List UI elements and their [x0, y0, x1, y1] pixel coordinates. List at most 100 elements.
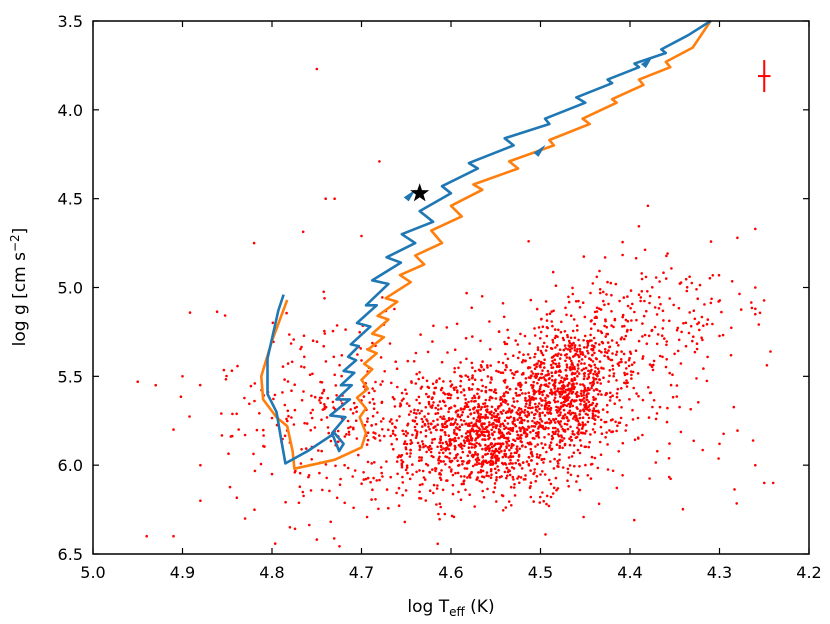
- y-axis-label: log g [cm s−2]: [8, 228, 30, 347]
- data-point: [540, 442, 543, 445]
- data-point: [551, 270, 555, 274]
- data-point: [624, 334, 628, 338]
- data-point: [286, 380, 290, 383]
- data-point: [581, 353, 585, 356]
- data-point: [451, 483, 455, 487]
- data-point: [545, 334, 549, 338]
- data-point: [544, 421, 547, 425]
- data-point: [593, 370, 597, 373]
- data-point: [532, 398, 535, 401]
- data-point: [377, 507, 380, 511]
- data-point: [516, 412, 520, 416]
- data-point: [445, 442, 449, 446]
- data-point: [486, 487, 489, 491]
- data-point: [395, 491, 398, 495]
- data-point: [701, 448, 704, 452]
- data-point: [506, 422, 510, 425]
- data-point: [459, 475, 463, 478]
- data-point: [625, 367, 628, 370]
- data-point: [554, 370, 558, 373]
- data-point: [606, 468, 610, 471]
- data-point: [538, 413, 541, 417]
- data-point: [690, 281, 694, 285]
- data-point: [568, 437, 571, 441]
- data-point: [477, 462, 481, 465]
- data-point: [372, 407, 376, 411]
- data-point: [758, 311, 762, 315]
- data-point: [624, 318, 628, 322]
- data-point: [499, 396, 503, 399]
- data-point: [483, 422, 486, 425]
- data-point: [579, 383, 582, 386]
- data-point: [615, 353, 618, 356]
- data-point: [570, 438, 574, 442]
- data-point: [519, 440, 522, 443]
- data-point: [428, 427, 431, 431]
- data-point: [528, 486, 532, 490]
- data-point: [584, 355, 587, 358]
- data-point: [596, 381, 599, 384]
- data-point: [486, 445, 489, 449]
- data-point: [553, 387, 556, 390]
- data-point: [570, 359, 573, 363]
- data-point: [571, 367, 574, 371]
- data-point: [590, 344, 594, 347]
- data-point: [529, 374, 533, 378]
- data-point: [544, 349, 548, 352]
- data-point: [562, 408, 566, 412]
- data-point: [597, 393, 600, 396]
- data-point: [481, 463, 485, 466]
- data-point: [419, 445, 422, 449]
- data-point: [511, 404, 514, 408]
- data-point: [751, 439, 755, 442]
- data-point: [538, 421, 541, 425]
- data-point: [512, 397, 515, 400]
- axis-ticks: 5.0 4.9 4.8 4.7 4.6 4.5 4.4 4.3 4.23.54.04.55.05…: [58, 12, 822, 582]
- data-point: [505, 440, 508, 444]
- data-point: [547, 377, 551, 381]
- data-point: [600, 350, 603, 354]
- data-point: [539, 473, 542, 476]
- data-point: [364, 477, 368, 481]
- data-point: [662, 271, 665, 275]
- data-point: [643, 333, 647, 337]
- data-point: [502, 434, 506, 437]
- data-point: [227, 452, 230, 456]
- data-point: [515, 430, 519, 433]
- data-point: [145, 534, 148, 538]
- data-point: [441, 441, 444, 445]
- data-point: [627, 358, 631, 362]
- data-point: [582, 367, 586, 371]
- data-point: [717, 457, 720, 460]
- data-point: [591, 282, 595, 285]
- data-point: [551, 359, 554, 363]
- data-point: [532, 500, 535, 503]
- data-point: [504, 368, 507, 372]
- data-point: [563, 443, 567, 447]
- data-point: [255, 428, 259, 432]
- data-point: [771, 481, 775, 485]
- data-point: [537, 326, 541, 329]
- data-point: [179, 395, 183, 399]
- data-point: [637, 293, 641, 297]
- data-point: [476, 416, 480, 419]
- data-point: [349, 408, 353, 411]
- data-point: [433, 467, 437, 470]
- data-point: [493, 430, 496, 434]
- data-point: [324, 197, 328, 200]
- data-point: [506, 410, 510, 414]
- data-point: [646, 204, 650, 208]
- data-point: [642, 314, 646, 318]
- data-point: [512, 400, 516, 403]
- data-point: [439, 444, 443, 448]
- data-point: [490, 405, 494, 409]
- data-point: [570, 372, 574, 376]
- data-point: [569, 435, 573, 439]
- data-point: [503, 340, 506, 344]
- data-point: [577, 359, 581, 363]
- data-point: [477, 396, 481, 400]
- data-point: [229, 435, 233, 438]
- data-point: [509, 458, 512, 462]
- data-point: [288, 333, 291, 336]
- data-point: [546, 369, 550, 373]
